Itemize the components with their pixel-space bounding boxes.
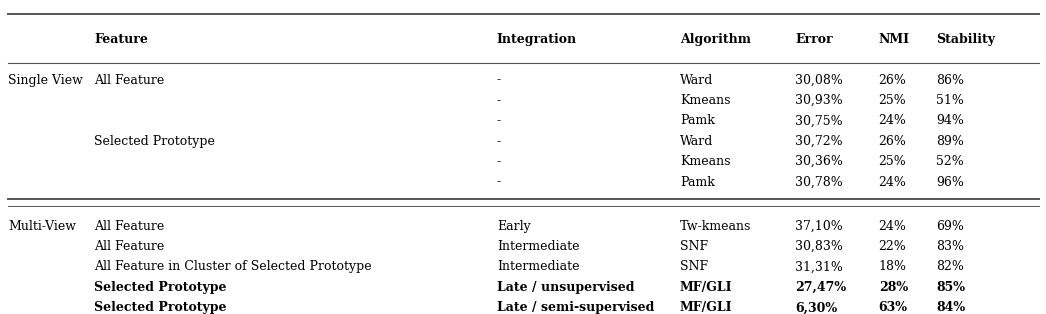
Text: Selected Prototype: Selected Prototype [94,281,227,294]
Text: All Feature: All Feature [94,73,164,87]
Text: Early: Early [497,220,530,233]
Text: Feature: Feature [94,33,149,46]
Text: 25%: 25% [879,155,907,168]
Text: All Feature: All Feature [94,220,164,233]
Text: Intermediate: Intermediate [497,261,579,273]
Text: 82%: 82% [936,261,964,273]
Text: Error: Error [795,33,833,46]
Text: Multi-View: Multi-View [8,220,76,233]
Text: -: - [497,114,501,127]
Text: Ward: Ward [680,135,713,148]
Text: 26%: 26% [879,135,907,148]
Text: 37,10%: 37,10% [795,220,843,233]
Text: 30,93%: 30,93% [795,94,843,107]
Text: MF/GLI: MF/GLI [680,281,732,294]
Text: -: - [497,176,501,189]
Text: Single View: Single View [8,73,84,87]
Text: 52%: 52% [936,155,964,168]
Text: Late / unsupervised: Late / unsupervised [497,281,634,294]
Text: Algorithm: Algorithm [680,33,751,46]
Text: 96%: 96% [936,176,964,189]
Text: 18%: 18% [879,261,907,273]
Text: 24%: 24% [879,220,907,233]
Text: 63%: 63% [879,301,908,314]
Text: Tw-kmeans: Tw-kmeans [680,220,751,233]
Text: All Feature in Cluster of Selected Prototype: All Feature in Cluster of Selected Proto… [94,261,371,273]
Text: 94%: 94% [936,114,964,127]
Text: 22%: 22% [879,240,907,253]
Text: 24%: 24% [879,114,907,127]
Text: 69%: 69% [936,220,964,233]
Text: Integration: Integration [497,33,577,46]
Text: Late / semi-supervised: Late / semi-supervised [497,301,654,314]
Text: 24%: 24% [879,176,907,189]
Text: Stability: Stability [936,33,995,46]
Text: -: - [497,73,501,87]
Text: 51%: 51% [936,94,964,107]
Text: 30,83%: 30,83% [795,240,843,253]
Text: 86%: 86% [936,73,964,87]
Text: -: - [497,94,501,107]
Text: Kmeans: Kmeans [680,94,730,107]
Text: Pamk: Pamk [680,114,714,127]
Text: 30,78%: 30,78% [795,176,843,189]
Text: 26%: 26% [879,73,907,87]
Text: 89%: 89% [936,135,964,148]
Text: NMI: NMI [879,33,910,46]
Text: -: - [497,135,501,148]
Text: Intermediate: Intermediate [497,240,579,253]
Text: 83%: 83% [936,240,964,253]
Text: 27,47%: 27,47% [795,281,846,294]
Text: -: - [497,155,501,168]
Text: 6,30%: 6,30% [795,301,837,314]
Text: 25%: 25% [879,94,907,107]
Text: 30,36%: 30,36% [795,155,843,168]
Text: Pamk: Pamk [680,176,714,189]
Text: SNF: SNF [680,261,708,273]
Text: Kmeans: Kmeans [680,155,730,168]
Text: 30,08%: 30,08% [795,73,843,87]
Text: Ward: Ward [680,73,713,87]
Text: All Feature: All Feature [94,240,164,253]
Text: 31,31%: 31,31% [795,261,843,273]
Text: MF/GLI: MF/GLI [680,301,732,314]
Text: 28%: 28% [879,281,908,294]
Text: 30,72%: 30,72% [795,135,843,148]
Text: Selected Prototype: Selected Prototype [94,135,215,148]
Text: SNF: SNF [680,240,708,253]
Text: Selected Prototype: Selected Prototype [94,301,227,314]
Text: 84%: 84% [936,301,965,314]
Text: 30,75%: 30,75% [795,114,843,127]
Text: 85%: 85% [936,281,965,294]
